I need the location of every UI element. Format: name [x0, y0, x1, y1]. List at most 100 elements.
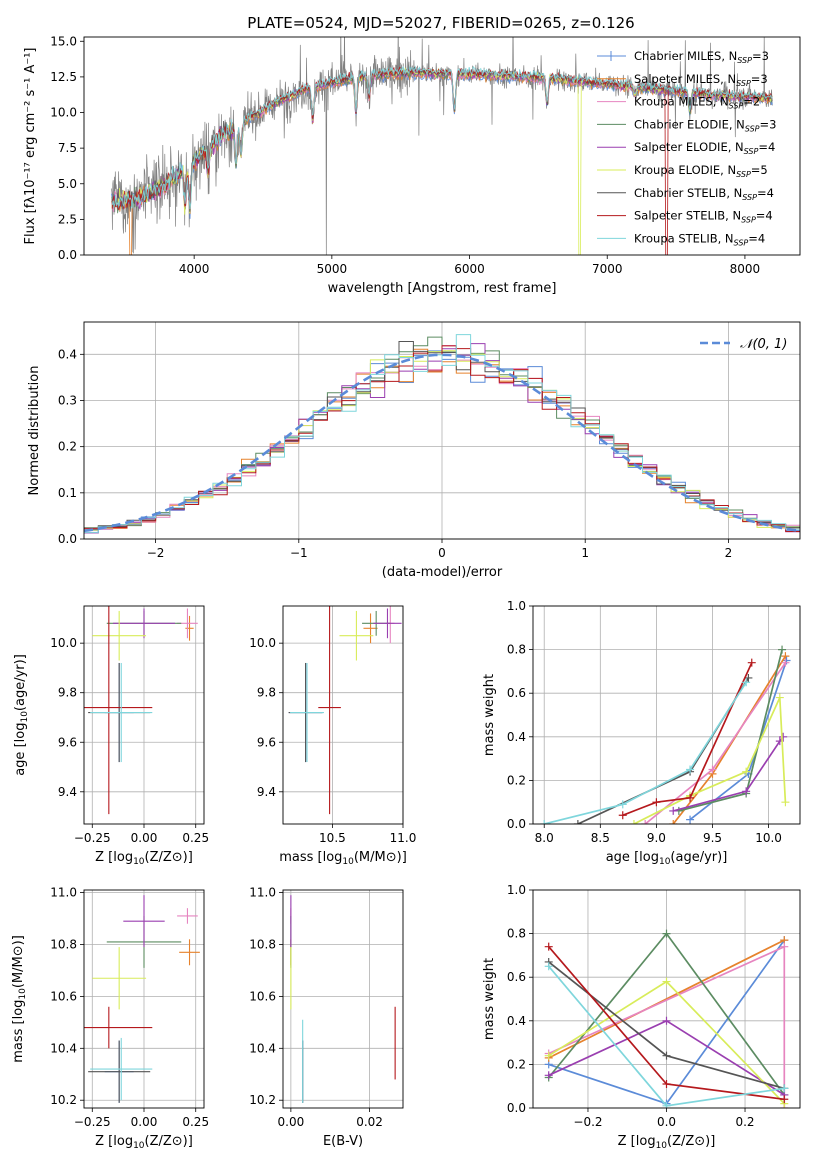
- y-tick-label: 0.2: [507, 1057, 526, 1071]
- legend-label-text: Salpeter MILES, N: [634, 72, 736, 86]
- y-axis-label-part: Flux [fλ10⁻¹⁷ erg cm⁻² s⁻¹ A⁻¹]: [23, 48, 38, 245]
- x-axis-label-part: (Z/Z⊙)]: [145, 1134, 193, 1149]
- x-axis-label: Z [log10(Z/Z⊙)]: [95, 1134, 193, 1151]
- legend-label-text: Kroupa MILES, N: [634, 95, 729, 109]
- weights-marker: [641, 820, 650, 824]
- errorbar-salpeter-stelib: [318, 606, 341, 815]
- x-axis-label-sub: 10: [342, 857, 354, 867]
- axes-residuals: −2 −1 0 1 2 0.0 0.1 0.2 0.3 0.4 (data-model)/error…: [27, 321, 801, 580]
- plot-area-age_vs_mass: [288, 606, 402, 815]
- y-tick-label: 9.6: [58, 735, 77, 749]
- axes-weights_vs_Z: −0.2 0.0 0.2 0.0 0.2 0.4 0.6 0.8 1.0 Z [log10(Z/Z…: [482, 883, 801, 1151]
- x-tick-label: 8.0: [535, 831, 554, 845]
- x-tick-label: 9.0: [647, 831, 666, 845]
- legend-label-text: Kroupa STELIB, N: [634, 231, 734, 245]
- weights-marker: [708, 765, 717, 774]
- y-tick-label: 11.0: [249, 886, 276, 900]
- legend-label-text: Salpeter ELODIE, N: [634, 140, 744, 154]
- x-axis-label-part: E(B-V): [323, 1134, 363, 1149]
- y-axis-label: mass weight: [482, 674, 497, 756]
- legend-label-n: =3: [760, 117, 777, 131]
- y-axis-label: age [log10(age/yr)]: [13, 654, 30, 776]
- errorbar-salpeter-miles: [179, 939, 200, 966]
- errorbar-kroupa-stelib: [90, 1037, 153, 1101]
- weights-line: [543, 681, 747, 824]
- x-axis-label-part: (data-model)/error: [382, 565, 503, 580]
- y-tick-label: 7.5: [58, 141, 77, 155]
- x-tick-label: 0.00: [278, 1115, 305, 1129]
- weights-marker: [662, 977, 671, 986]
- legend-label-chabrier-stelib: Chabrier STELIB, NSSP=4: [634, 186, 774, 202]
- errorbar-salpeter-elodie: [112, 608, 176, 639]
- x-tick-label: 10.0: [755, 831, 782, 845]
- x-tick-label: 8000: [730, 262, 761, 276]
- legend-label-text: Kroupa ELODIE, N: [634, 163, 736, 177]
- axes-mass_vs_ebv: 0.00 0.02 10.2 10.4 10.6 10.8 11.0 E(B-V): [249, 886, 404, 1149]
- y-tick-label: 11.0: [50, 886, 77, 900]
- figure-title: PLATE=0524, MJD=52027, FIBERID=0265, z=0…: [247, 14, 634, 32]
- y-tick-label: 0.8: [507, 927, 526, 941]
- legend-label-sub: SSP: [737, 56, 752, 65]
- x-tick-label: 10.5: [319, 831, 346, 845]
- axes-frame: [282, 889, 404, 1109]
- x-axis-label: mass [log10(M/M⊙)]: [279, 850, 407, 867]
- weights-marker: [781, 798, 790, 807]
- axes-frame: [532, 605, 801, 825]
- x-tick-label: 0.25: [182, 831, 209, 845]
- legend-label-text: Chabrier MILES, N: [634, 49, 737, 63]
- axes-age_vs_Z: −0.25 0.00 0.259.49.69.810.0Z [log10(Z/Z⊙)…: [13, 605, 209, 867]
- x-tick-label: −2: [147, 546, 165, 560]
- y-tick-label: 0.0: [58, 248, 77, 262]
- x-tick-label: −0.25: [74, 831, 111, 845]
- y-tick-label: 10.0: [249, 636, 276, 650]
- y-axis-label-part: (M/M⊙)]: [11, 935, 26, 988]
- weights-kroupa-elodie: [629, 693, 790, 824]
- plot-area-mass_vs_Z: [84, 895, 200, 1103]
- y-tick-label: 10.4: [50, 1041, 77, 1055]
- y-tick-label: 9.4: [257, 785, 276, 799]
- y-axis-label: mass weight: [482, 958, 497, 1040]
- legend-residuals: 𝒩(0, 1): [700, 337, 787, 352]
- x-tick-label: −1: [290, 546, 308, 560]
- legend-label-kroupa-miles: Kroupa MILES, NSSP=2: [634, 95, 760, 111]
- y-tick-label: 10.8: [249, 938, 276, 952]
- plot-area-residuals: [84, 334, 800, 534]
- legend-label-n: =4: [748, 231, 765, 245]
- legend-label-text: Chabrier STELIB, N: [634, 186, 742, 200]
- x-tick-label: 0.25: [182, 1115, 209, 1129]
- axes-frame: [282, 605, 404, 825]
- y-tick-label: 0.4: [58, 347, 77, 361]
- y-tick-label: 1.0: [507, 599, 526, 613]
- x-axis-label-part: wavelength [Angstrom, rest frame]: [328, 281, 557, 296]
- weights-marker: [747, 658, 756, 667]
- legend-label-n: =2: [743, 95, 760, 109]
- errorbar-salpeter-miles: [363, 613, 378, 644]
- errorbar-salpeter-stelib: [84, 606, 153, 815]
- weights-marker: [662, 1080, 671, 1089]
- y-tick-label: 0.4: [507, 1014, 526, 1028]
- weights-marker: [629, 820, 638, 824]
- weights-marker: [618, 800, 627, 809]
- plot-area-spectrum: [111, 37, 773, 255]
- y-tick-label: 9.4: [58, 785, 77, 799]
- weights-marker: [662, 929, 671, 938]
- y-axis-label-sub: 10: [20, 711, 30, 723]
- x-axis-label-sub: 10: [659, 857, 671, 867]
- x-axis-label-sub: 10: [133, 857, 145, 867]
- y-tick-label: 10.2: [50, 1093, 77, 1107]
- weights-marker: [618, 811, 627, 820]
- y-axis-label-part: mass weight: [482, 674, 497, 756]
- y-axis-label-part: Normed distribution: [27, 366, 42, 496]
- x-axis-label: age [log10(age/yr)]: [606, 850, 728, 867]
- legend-label-sub: SSP: [729, 102, 744, 111]
- x-axis-label-part: Z [log: [95, 1134, 133, 1149]
- x-tick-label: 11.0: [390, 831, 417, 845]
- legend-label-salpeter-stelib: Salpeter STELIB, NSSP=4: [634, 209, 773, 225]
- errorbar-kroupa-elodie: [92, 947, 147, 1010]
- legend-label-kroupa-stelib: Kroupa STELIB, NSSP=4: [634, 231, 765, 247]
- legend-label-sub: SSP: [736, 170, 751, 179]
- axes-frame: [83, 36, 801, 256]
- y-tick-label: 5.0: [58, 177, 77, 191]
- y-tick-label: 1.0: [507, 883, 526, 897]
